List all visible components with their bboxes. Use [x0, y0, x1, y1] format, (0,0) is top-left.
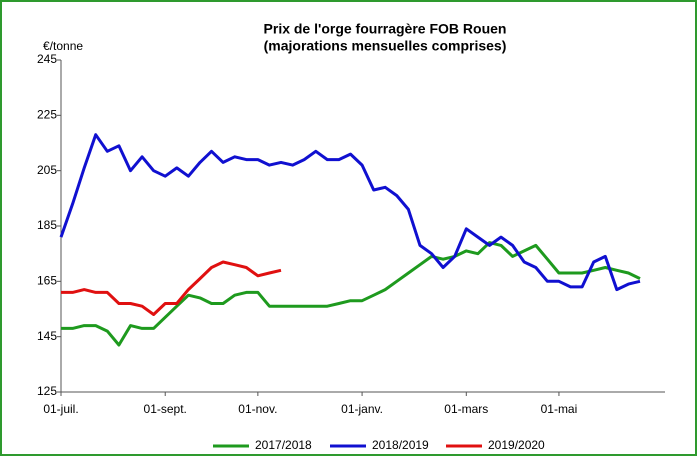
chart-subtitle: (majorations mensuelles comprises): [264, 38, 507, 54]
series-line: [59, 133, 641, 292]
y-tick-label: 245: [37, 52, 57, 66]
series-line: [61, 260, 282, 316]
legend-label: 2018/2019: [372, 438, 429, 452]
chart-title: Prix de l'orge fourragère FOB Rouen: [264, 21, 507, 37]
y-tick-label: 185: [37, 218, 57, 232]
x-tick-label: 01-janv.: [341, 402, 383, 416]
x-tick-label: 01-mars: [444, 402, 488, 416]
legend-label: 2019/2020: [488, 438, 545, 452]
y-tick-label: 165: [37, 274, 57, 288]
series-line: [61, 241, 641, 347]
y-tick-label: 145: [37, 329, 57, 343]
legend-label: 2017/2018: [255, 438, 312, 452]
x-tick-label: 01-sept.: [144, 402, 187, 416]
y-axis-label: €/tonne: [43, 39, 83, 53]
x-tick-label: 01-juil.: [43, 402, 78, 416]
x-tick-label: 01-nov.: [238, 402, 277, 416]
x-tick-label: 01-mai: [541, 402, 578, 416]
y-tick-label: 225: [37, 108, 57, 122]
y-tick-label: 205: [37, 163, 57, 177]
y-tick-label: 125: [37, 384, 57, 398]
